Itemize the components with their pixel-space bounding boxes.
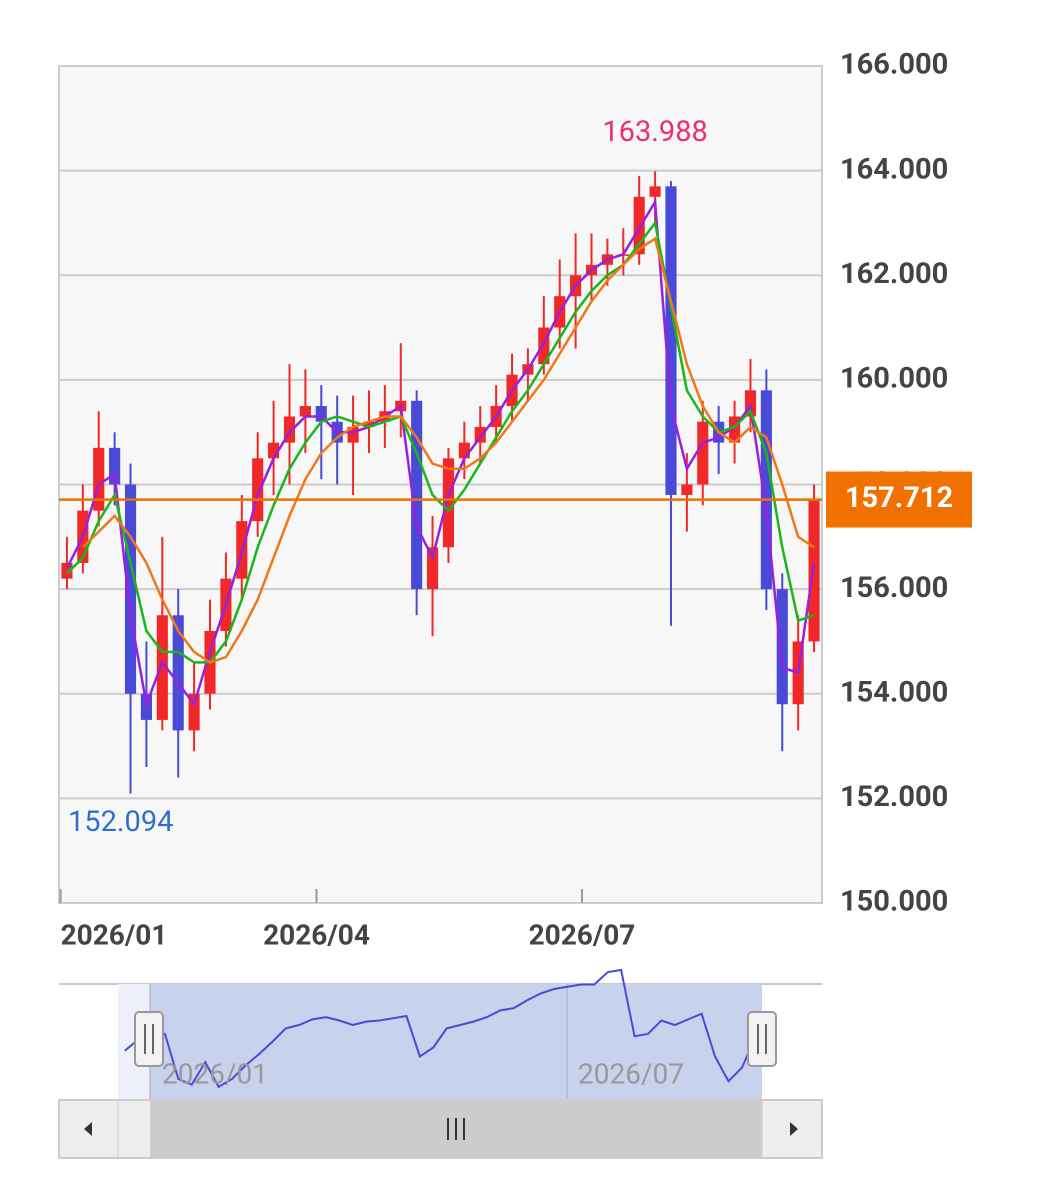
y-tick-label: 152.000 <box>840 780 948 814</box>
navigator[interactable] <box>59 983 822 1100</box>
y-tick-label: 150.000 <box>840 885 948 919</box>
navigator-label: 2026/01 <box>162 1057 268 1090</box>
scroll-right[interactable] <box>790 1122 798 1136</box>
navigator-selection[interactable] <box>150 984 762 1100</box>
candle-body <box>61 562 73 579</box>
candle-body <box>363 421 375 427</box>
candle-body <box>665 186 677 495</box>
navigator-line <box>124 968 757 1089</box>
candle-body <box>538 327 550 365</box>
candle-body <box>347 426 359 443</box>
y-tick-label: 156.000 <box>840 571 948 605</box>
candle-body <box>697 421 709 485</box>
candle-body <box>188 693 200 731</box>
candle-body <box>156 615 168 720</box>
y-tick-label: 160.000 <box>840 362 948 396</box>
candle-body <box>649 186 661 197</box>
candle-body <box>760 390 772 590</box>
x-tick-label: 2026/07 <box>529 918 636 951</box>
candle-body <box>283 416 296 443</box>
moving-average <box>65 198 816 709</box>
navigator-handles[interactable] <box>134 1011 777 1067</box>
y-tick-label: 164.000 <box>840 152 948 186</box>
candle-body <box>172 615 184 731</box>
high-label: 163.988 <box>602 115 707 149</box>
candle-body <box>109 447 121 485</box>
candle-body <box>633 196 645 255</box>
candle-body <box>458 442 470 459</box>
last-price-badge <box>826 471 972 528</box>
moving-average <box>81 236 815 664</box>
low-label: 152.094 <box>68 805 173 839</box>
candle-body <box>442 458 455 548</box>
navigator-label: 2026/07 <box>578 1057 684 1090</box>
candle-body <box>315 406 327 422</box>
y-tick-label: 162.000 <box>840 257 948 291</box>
moving-average <box>66 219 815 664</box>
candle-body <box>681 484 693 495</box>
candle-body <box>299 406 311 417</box>
y-tick-label: 154.000 <box>840 675 948 709</box>
y-tick-label: 166.000 <box>840 48 948 82</box>
candle-body <box>744 390 757 417</box>
candle-body <box>268 442 280 459</box>
scroll-left[interactable] <box>84 1122 92 1136</box>
last-price-label: 157.712 <box>845 481 953 515</box>
candle-body <box>411 400 423 590</box>
x-tick-label: 2026/01 <box>61 918 168 951</box>
candle-body <box>252 458 264 522</box>
candle-body <box>729 416 741 443</box>
x-tick-label: 2026/04 <box>263 918 370 951</box>
candle-body <box>776 589 788 705</box>
candle-body <box>426 547 439 590</box>
scrollbar[interactable] <box>58 1099 823 1159</box>
handle-left[interactable] <box>134 1011 164 1067</box>
candle-body <box>124 484 137 694</box>
handle-right[interactable] <box>747 1011 777 1067</box>
candle-body <box>93 447 105 511</box>
candle-body <box>474 426 486 443</box>
